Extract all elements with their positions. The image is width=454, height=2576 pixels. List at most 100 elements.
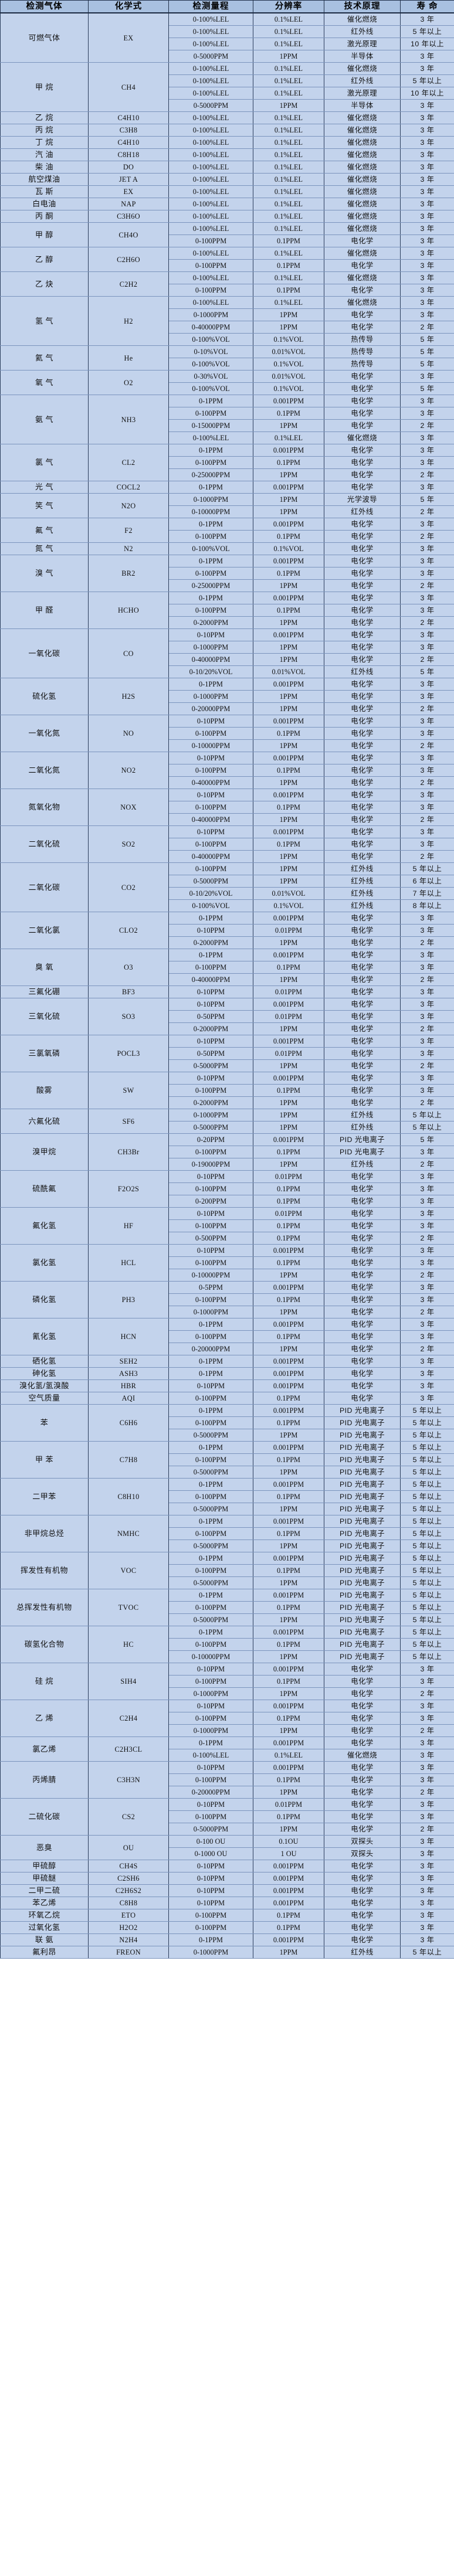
technology-cell: 电化学 — [324, 924, 401, 937]
table-row: 0-10000PPM 1PPM 电化学 2 年 — [1, 1269, 454, 1282]
detection-range-cell: 0-10PPM — [168, 1872, 253, 1885]
detection-range-cell: 0-100PPM — [168, 1638, 253, 1651]
technology-cell: 电化学 — [324, 825, 401, 838]
lifetime-cell: 3 年 — [400, 542, 454, 555]
technology-cell: 电化学 — [324, 1281, 401, 1294]
table-row: 总挥发性有机物 TVOC 0-1PPM 0.001PPM PID 光电离子 5 年以上 — [0, 1589, 454, 1626]
detection-range-cell: 0-10PPM — [168, 1860, 253, 1872]
detection-range-cell: 0-1PPM — [168, 1478, 253, 1491]
lifetime-cell: 3 年 — [400, 1712, 454, 1725]
detection-range-cell: 0-10PPM — [168, 924, 253, 937]
gas-formula-cell: C8H18 — [88, 148, 169, 161]
resolution-cell: 1PPM — [253, 1269, 324, 1282]
detection-range-cell: 0-100%LEL — [168, 210, 253, 223]
resolution-cell: 1PPM — [253, 850, 324, 863]
gas-name-cell: 三氯氧磷 — [0, 1035, 89, 1072]
table-row: 0-10/20%VOL 0.01%VOL 红外线 5 年 — [1, 665, 454, 678]
resolution-cell: 0.1OU — [253, 1835, 324, 1848]
technology-cell: 电化学 — [324, 1675, 401, 1688]
detection-range-cell: 0-1PPM — [168, 1318, 253, 1331]
table-row: 溴甲烷 CH3Br 0-20PPM 0.001PPM PID 光电离子 5 年 — [0, 1133, 454, 1171]
lifetime-cell: 5 年以上 — [400, 1638, 454, 1651]
detection-range-cell: 0-100%LEL — [168, 12, 253, 26]
resolution-cell: 1PPM — [253, 1022, 324, 1035]
technology-cell: 电化学 — [324, 739, 401, 752]
resolution-cell: 0.01PPM — [253, 1047, 324, 1060]
detection-range-cell: 0-5000PPM — [168, 1429, 253, 1442]
table-row: 六氟化硫 SF6 0-1000PPM 1PPM 红外线 5 年以上 — [0, 1109, 454, 1134]
detection-range-cell: 0-10000PPM — [168, 739, 253, 752]
table-row: 甲硫醚 C2SH6 0-10PPM 0.001PPM 电化学 3 年 — [0, 1872, 454, 1885]
technology-cell: 电化学 — [324, 752, 401, 764]
table-row: 0-100PPM 0.1PPM 电化学 3 年 — [1, 1712, 454, 1725]
detection-range-cell: 0-100PPM — [168, 456, 253, 469]
technology-cell: 电化学 — [324, 949, 401, 961]
detection-range-cell: 0-20000PPM — [168, 1343, 253, 1355]
resolution-cell: 1PPM — [253, 690, 324, 703]
col-header-formula: 化学式 — [88, 0, 169, 13]
resolution-cell: 0.1PPM — [253, 1527, 324, 1540]
resolution-cell: 1PPM — [253, 862, 324, 875]
resolution-cell: 0.001PPM — [253, 789, 324, 801]
detection-range-cell: 0-1PPM — [168, 518, 253, 531]
gas-name-cell: 总挥发性有机物 — [0, 1589, 89, 1626]
technology-cell: 红外线 — [324, 899, 401, 912]
resolution-cell: 0.001PPM — [253, 1884, 324, 1897]
lifetime-cell: 3 年 — [400, 1860, 454, 1872]
lifetime-cell: 3 年 — [400, 124, 454, 137]
resolution-cell: 0.001PPM — [253, 1933, 324, 1946]
resolution-cell: 1 OU — [253, 1847, 324, 1860]
lifetime-cell: 3 年 — [400, 567, 454, 580]
detection-range-cell: 0-100%VOL — [168, 333, 253, 346]
technology-cell: 电化学 — [324, 1318, 401, 1331]
detection-range-cell: 0-100%LEL — [168, 148, 253, 161]
table-row: 0-5000PPM 1PPM PID 光电离子 5 年以上 — [1, 1540, 454, 1552]
technology-cell: 电化学 — [324, 1244, 401, 1257]
resolution-cell: 1PPM — [253, 50, 324, 63]
technology-cell: 催化燃烧 — [324, 185, 401, 198]
table-row: 0-40000PPM 1PPM 电化学 2 年 — [1, 653, 454, 666]
resolution-cell: 0.001PPM — [253, 1736, 324, 1749]
gas-formula-cell: C2H3CL — [88, 1736, 169, 1762]
resolution-cell: 0.1PPM — [253, 764, 324, 777]
table-row: 0-2000PPM 1PPM 电化学 2 年 — [1, 616, 454, 629]
table-row: 硒化氢 SEH2 0-1PPM 0.001PPM 电化学 3 年 — [0, 1355, 454, 1368]
table-row: 空气质量 AQI 0-100PPM 0.1PPM 电化学 3 年 — [0, 1392, 454, 1405]
detection-range-cell: 0-100PPM — [168, 1084, 253, 1097]
table-row: 氮 气 N2 0-100%VOL 0.1%VOL 电化学 3 年 — [0, 542, 454, 555]
lifetime-cell: 3 年 — [400, 985, 454, 998]
resolution-cell: 0.1PPM — [253, 1195, 324, 1208]
detection-range-cell: 0-100 OU — [168, 1835, 253, 1848]
resolution-cell: 1PPM — [253, 579, 324, 592]
detection-range-cell: 0-100%LEL — [168, 1749, 253, 1762]
table-row: 氧 气 O2 0-30%VOL 0.01%VOL 电化学 3 年 — [0, 370, 454, 395]
detection-range-cell: 0-5000PPM — [168, 1503, 253, 1515]
technology-cell: 电化学 — [324, 789, 401, 801]
technology-cell: 红外线 — [324, 875, 401, 888]
table-row: 柴 油 DO 0-100%LEL 0.1%LEL 催化燃烧 3 年 — [0, 161, 454, 174]
resolution-cell: 0.001PPM — [253, 1379, 324, 1392]
resolution-cell: 1PPM — [253, 653, 324, 666]
resolution-cell: 0.1%LEL — [253, 136, 324, 149]
detection-range-cell: 0-10PPM — [168, 1244, 253, 1257]
gas-name-cell: 联 氨 — [0, 1933, 89, 1946]
table-row: 0-40000PPM 1PPM 电化学 2 年 — [1, 850, 454, 863]
detection-range-cell: 0-100%VOL — [168, 899, 253, 912]
technology-cell: 电化学 — [324, 604, 401, 617]
detection-range-cell: 0-40000PPM — [168, 321, 253, 334]
detection-range-cell: 0-1PPM — [168, 1355, 253, 1368]
gas-formula-cell: F2 — [88, 518, 169, 543]
gas-name-cell: 六氟化硫 — [0, 1109, 89, 1134]
detection-range-cell: 0-100PPM — [168, 1453, 253, 1466]
technology-cell: 催化燃烧 — [324, 148, 401, 161]
gas-name-cell: 硫化氢 — [0, 678, 89, 715]
table-row: 丙 烷 C3H8 0-100%LEL 0.1%LEL 催化燃烧 3 年 — [0, 124, 454, 137]
gas-formula-cell: CH4O — [88, 222, 169, 247]
detection-range-cell: 0-100%LEL — [168, 38, 253, 50]
gas-name-cell: 二氧化氮 — [0, 752, 89, 789]
table-row: 乙 醇 C2H6O 0-100%LEL 0.1%LEL 催化燃烧 3 年 — [0, 247, 454, 272]
technology-cell: 电化学 — [324, 1232, 401, 1245]
resolution-cell: 1PPM — [253, 1540, 324, 1552]
gas-name-cell: 溴化氢/氢溴酸 — [0, 1379, 89, 1392]
gas-detection-spec-table: 检测气体 化学式 检测量程 分辨率 技术原理 寿 命 可燃气体 EX 0-100%L… — [0, 0, 454, 1959]
